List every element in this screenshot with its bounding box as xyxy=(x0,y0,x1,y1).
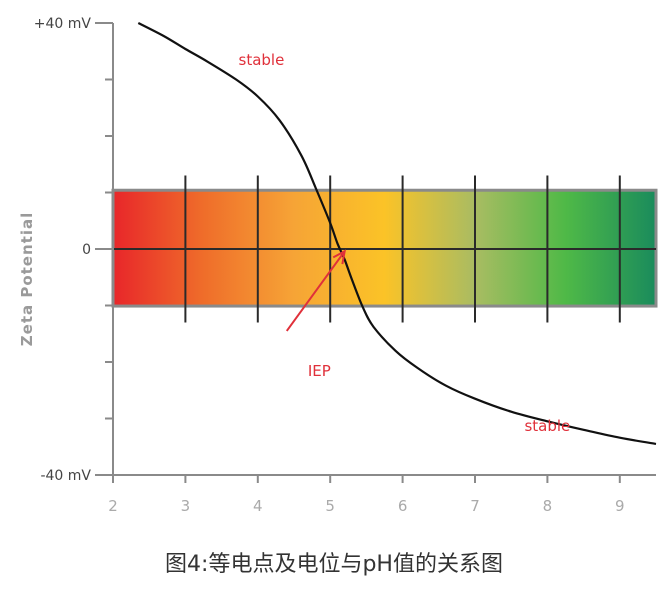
x-tick-label: 7 xyxy=(470,497,480,515)
zeta-potential-chart: +40 mV 0 -40 mV 2 3 4 5 6 7 8 9 Zeta Potential stabl… xyxy=(18,16,658,515)
y-tick-label: 0 xyxy=(82,242,91,258)
band-grid-lines xyxy=(113,175,656,323)
x-tick-label: 4 xyxy=(253,497,263,515)
zeta-potential-curve xyxy=(137,22,657,445)
iep-arrow-shaft xyxy=(285,250,346,332)
zeta-curve-layer xyxy=(137,22,657,445)
y-axis-label: Zeta Potential xyxy=(18,212,36,346)
stable-label: stable xyxy=(239,51,285,69)
x-tick-label: 3 xyxy=(181,497,191,515)
x-tick-label: 6 xyxy=(398,497,408,515)
iep-label: IEP xyxy=(308,362,331,380)
x-tick-label: 9 xyxy=(615,497,625,515)
y-tick-label: -40 mV xyxy=(40,468,91,484)
labels: +40 mV 0 -40 mV 2 3 4 5 6 7 8 9 Zeta Potential stabl… xyxy=(18,16,625,515)
x-tick-label: 5 xyxy=(325,497,335,515)
y-tick-label: +40 mV xyxy=(34,16,92,32)
axes xyxy=(95,22,656,483)
iep-arrow-head xyxy=(332,249,347,265)
figure-caption: 图4:等电点及电位与pH值的关系图 xyxy=(165,552,503,577)
x-tick-label: 2 xyxy=(108,497,118,515)
stable-label: stable xyxy=(524,417,570,435)
x-tick-label: 8 xyxy=(543,497,553,515)
